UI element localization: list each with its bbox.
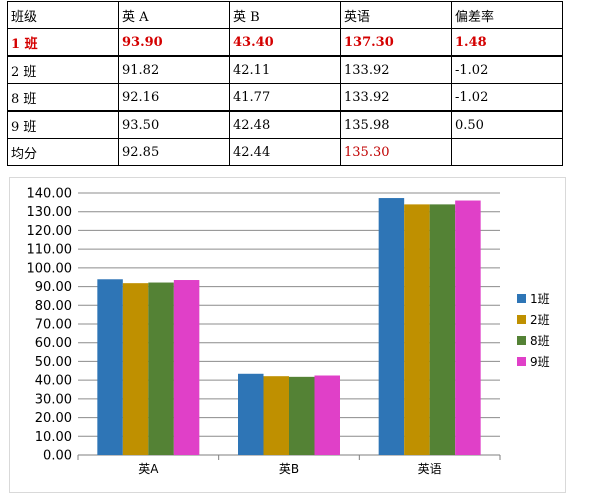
bar: [429, 204, 456, 455]
table-cell: 2 班: [7, 55, 119, 84]
y-tick-label: 20.00: [35, 411, 72, 426]
table-cell: 42.48: [229, 110, 341, 139]
table-cell: 均分: [7, 138, 119, 166]
table-cell: 41.77: [229, 83, 341, 112]
y-tick-label: 0.00: [43, 449, 72, 464]
table-cell: -1.02: [451, 83, 563, 112]
bar: [263, 376, 289, 455]
legend-swatch: [517, 315, 526, 324]
table-row: 8 班 92.16 41.77 133.92 -1.02: [7, 83, 563, 112]
x-category-label: 英A: [138, 462, 159, 476]
table-cell: 93.50: [118, 110, 230, 139]
y-tick-label: 10.00: [35, 430, 72, 445]
y-tick-label: 60.00: [35, 336, 72, 351]
legend-swatch: [517, 336, 526, 345]
table-cell: 1.48: [451, 28, 563, 57]
bar: [173, 280, 200, 455]
y-tick-label: 120.00: [27, 224, 73, 239]
bar: [314, 375, 340, 455]
legend-label: 2班: [530, 313, 550, 327]
x-category-label: 英B: [279, 462, 299, 476]
table-cell: 43.40: [229, 28, 341, 57]
legend-swatch: [517, 357, 526, 366]
table-row: 1 班 93.90 43.40 137.30 1.48: [7, 28, 563, 57]
table-cell: [451, 138, 563, 166]
table-cell: 133.92: [340, 55, 452, 84]
table-cell: 1 班: [7, 28, 119, 57]
legend-label: 1班: [530, 292, 550, 306]
score-table: 班级 英 A 英 B 英语 偏差率 1 班 93.90 43.40 137.30…: [7, 1, 563, 166]
legend-swatch: [517, 294, 526, 303]
table-cell: 8 班: [7, 83, 119, 112]
table-cell: -1.02: [451, 55, 563, 84]
y-tick-label: 40.00: [35, 374, 72, 389]
table-row: 2 班 91.82 42.11 133.92 -1.02: [7, 55, 563, 84]
y-tick-label: 90.00: [35, 280, 72, 295]
bar: [289, 376, 315, 455]
table-cell: 133.92: [340, 83, 452, 112]
table-cell: 93.90: [118, 28, 230, 57]
y-tick-label: 50.00: [35, 355, 72, 370]
x-category-label: 英语: [418, 462, 442, 476]
y-tick-label: 130.00: [27, 205, 73, 220]
bar: [148, 282, 174, 455]
bar: [455, 200, 481, 455]
bar: [97, 279, 123, 455]
bar: [122, 283, 149, 455]
header-cell-english-a: 英 A: [118, 1, 230, 29]
y-tick-label: 70.00: [35, 318, 72, 333]
bar: [238, 373, 264, 455]
y-tick-label: 140.00: [27, 187, 73, 202]
table-cell: 135.98: [340, 110, 452, 139]
table-header-row: 班级 英 A 英 B 英语 偏差率: [7, 1, 563, 29]
table-cell: 92.16: [118, 83, 230, 112]
bar: [378, 198, 405, 455]
y-tick-label: 110.00: [27, 243, 73, 258]
table-cell: 137.30: [340, 28, 452, 57]
table-cell: 42.11: [229, 55, 341, 84]
y-tick-label: 80.00: [35, 299, 72, 314]
table-cell: 9 班: [7, 110, 119, 139]
header-cell-english: 英语: [340, 1, 452, 29]
y-tick-label: 100.00: [27, 261, 73, 276]
table-row-average: 均分 92.85 42.44 135.30: [7, 138, 563, 166]
table-cell: 42.44: [229, 138, 341, 166]
legend-label: 8班: [530, 334, 550, 348]
chart-canvas: 0.00 10.00 20.00 30.00 40.00 50.00 60.00 70.00 8…: [27, 187, 550, 477]
bar: [404, 204, 430, 455]
header-cell-english-b: 英 B: [229, 1, 341, 29]
table-cell: 91.82: [118, 55, 230, 84]
table-row: 9 班 93.50 42.48 135.98 0.50: [7, 110, 563, 139]
header-cell-class: 班级: [7, 1, 119, 29]
table-cell: 135.30: [340, 138, 452, 166]
y-tick-label: 30.00: [35, 392, 72, 407]
table-cell: 0.50: [451, 110, 563, 139]
bar-chart: 0.00 10.00 20.00 30.00 40.00 50.00 60.00 70.00 8…: [9, 177, 566, 493]
legend-label: 9班: [530, 355, 550, 369]
table-cell: 92.85: [118, 138, 230, 166]
header-cell-deviation: 偏差率: [451, 1, 563, 29]
